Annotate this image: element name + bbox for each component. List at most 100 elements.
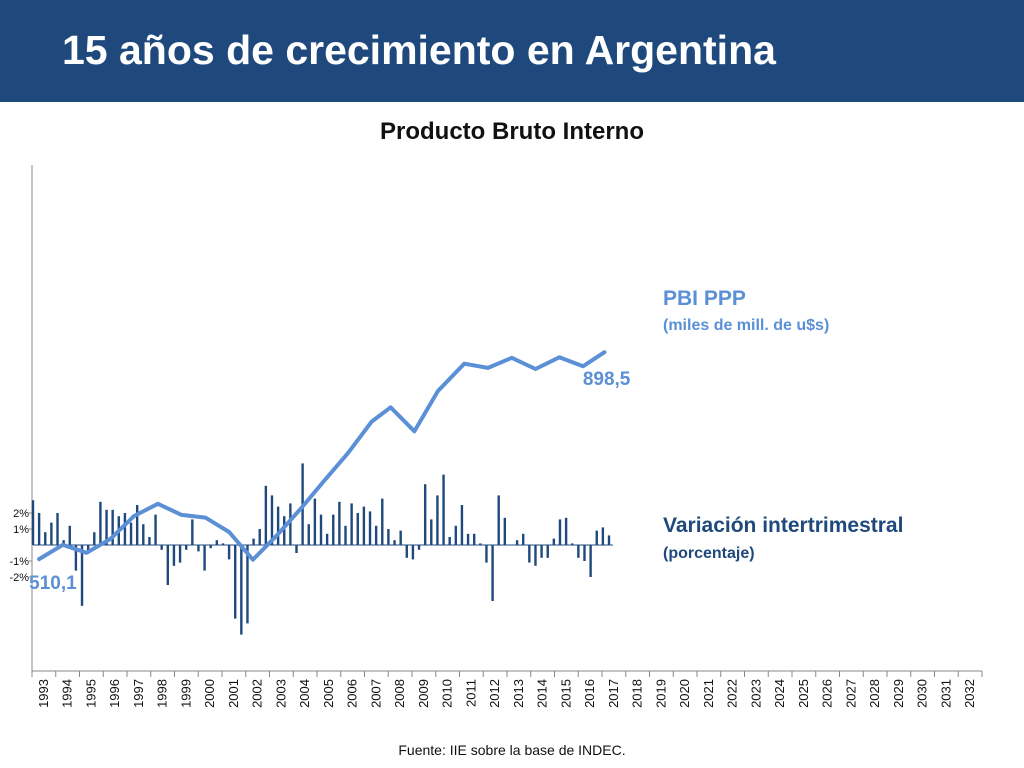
bar bbox=[80, 545, 84, 606]
bar bbox=[485, 545, 488, 563]
x-tick-label: 2030 bbox=[915, 679, 930, 708]
bar bbox=[31, 500, 35, 545]
bar bbox=[381, 498, 384, 545]
bar bbox=[374, 525, 378, 545]
x-tick-label: 1996 bbox=[107, 679, 122, 708]
bar bbox=[307, 524, 310, 545]
bar bbox=[227, 545, 231, 560]
x-tick-label: 2007 bbox=[368, 679, 383, 708]
bar-y-tick-label: -2% bbox=[9, 572, 29, 584]
bar bbox=[564, 517, 568, 545]
x-tick-label: 1994 bbox=[60, 679, 75, 708]
x-tick-label: 2017 bbox=[606, 679, 621, 708]
x-tick-label: 2004 bbox=[297, 679, 312, 708]
bar bbox=[448, 537, 451, 545]
bar bbox=[123, 513, 127, 545]
bar bbox=[436, 495, 439, 545]
x-tick-label: 2028 bbox=[867, 679, 882, 708]
series-label-gdp: PBI PPP bbox=[663, 287, 746, 310]
bar bbox=[430, 519, 433, 545]
bar bbox=[509, 545, 513, 546]
bar bbox=[332, 514, 335, 545]
bar bbox=[479, 543, 482, 545]
x-tick-label: 1995 bbox=[83, 679, 98, 708]
bar bbox=[111, 509, 114, 545]
series-sublabel-gdp: (miles de mill. de u$s) bbox=[663, 317, 829, 334]
x-tick-label: 2015 bbox=[558, 679, 573, 708]
x-tick-label: 2012 bbox=[487, 679, 502, 708]
x-tick-label: 2027 bbox=[843, 679, 858, 708]
end-value-label: 898,5 bbox=[583, 369, 631, 390]
bar bbox=[295, 545, 298, 553]
bar bbox=[56, 513, 59, 545]
bar bbox=[129, 522, 133, 545]
bar bbox=[86, 545, 90, 552]
x-tick-label: 2032 bbox=[962, 679, 977, 708]
x-tick-label: 2031 bbox=[938, 679, 953, 708]
bar bbox=[142, 524, 145, 545]
bar bbox=[515, 540, 519, 545]
bar bbox=[393, 540, 396, 545]
bar bbox=[571, 543, 574, 545]
x-tick-label: 2025 bbox=[796, 679, 811, 708]
bar bbox=[154, 514, 157, 545]
x-tick-label: 2009 bbox=[416, 679, 431, 708]
bar bbox=[313, 498, 317, 545]
bar bbox=[325, 533, 329, 545]
bar bbox=[74, 545, 78, 571]
bar bbox=[99, 501, 102, 545]
bar bbox=[491, 545, 494, 601]
bar bbox=[197, 545, 200, 552]
bar bbox=[577, 545, 580, 558]
chart-title: Producto Bruto Interno bbox=[380, 118, 644, 145]
bar-y-tick-label: 2% bbox=[13, 508, 29, 520]
x-tick-label: 1997 bbox=[131, 679, 146, 708]
x-tick-label: 2018 bbox=[630, 679, 645, 708]
bar bbox=[387, 529, 390, 545]
bar bbox=[276, 506, 280, 545]
bar bbox=[399, 530, 402, 545]
x-tick-label: 2000 bbox=[202, 679, 217, 708]
start-value-label: 510,1 bbox=[29, 573, 77, 594]
bar bbox=[172, 545, 176, 566]
x-tick-label: 2011 bbox=[463, 679, 478, 707]
bar bbox=[344, 525, 347, 545]
bar bbox=[234, 545, 237, 619]
bar bbox=[135, 505, 139, 545]
x-tick-label: 1999 bbox=[178, 679, 193, 708]
bar bbox=[589, 545, 592, 577]
x-tick-label: 2022 bbox=[725, 679, 740, 708]
x-tick-label: 2005 bbox=[321, 679, 336, 708]
gdp-line bbox=[37, 350, 607, 562]
x-tick-label: 2024 bbox=[772, 679, 787, 708]
x-tick-label: 2001 bbox=[226, 679, 241, 708]
x-tick-label: 2023 bbox=[748, 679, 763, 708]
bar bbox=[240, 545, 243, 635]
bar bbox=[258, 529, 261, 545]
bar bbox=[552, 538, 556, 545]
bar bbox=[44, 532, 47, 545]
bar bbox=[203, 545, 206, 571]
bar bbox=[460, 505, 464, 545]
source-note: Fuente: IIE sobre la base de INDEC. bbox=[398, 742, 626, 758]
bar bbox=[215, 540, 219, 545]
bar bbox=[191, 519, 194, 545]
bar bbox=[62, 540, 65, 545]
series-label-variation: Variación intertrimestral bbox=[663, 514, 903, 537]
bar bbox=[166, 545, 170, 585]
bar bbox=[368, 511, 372, 545]
bar bbox=[246, 545, 249, 624]
bar bbox=[607, 535, 611, 545]
x-tick-label: 2014 bbox=[535, 679, 550, 708]
bar bbox=[350, 503, 353, 545]
x-tick-label: 2021 bbox=[701, 679, 716, 708]
bar bbox=[319, 514, 323, 545]
x-tick-label: 1993 bbox=[36, 679, 51, 708]
bar bbox=[160, 545, 163, 550]
x-tick-label: 2016 bbox=[582, 679, 597, 708]
x-tick-label: 2002 bbox=[250, 679, 265, 708]
bar bbox=[50, 522, 53, 545]
bar bbox=[534, 545, 537, 566]
bar bbox=[540, 545, 543, 558]
bar bbox=[105, 509, 108, 545]
